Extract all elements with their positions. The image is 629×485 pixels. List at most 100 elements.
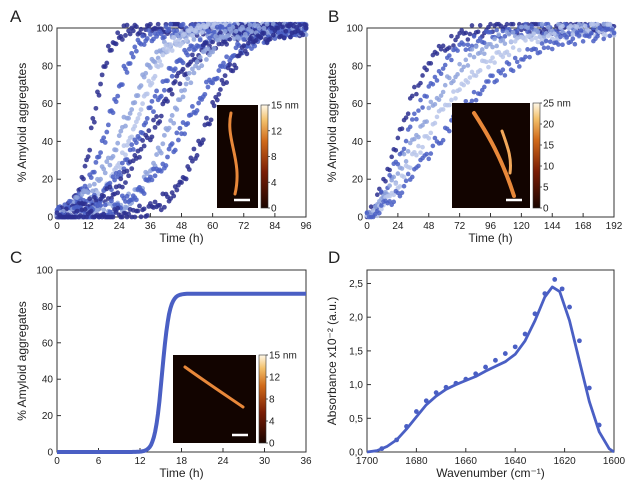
data-point	[194, 59, 200, 65]
data-point	[88, 208, 94, 214]
y-tick-label: 60	[42, 99, 54, 110]
data-point	[98, 150, 103, 155]
data-point	[169, 73, 175, 79]
data-point	[74, 208, 80, 214]
data-point	[436, 97, 442, 103]
y-tick-label: 20	[42, 411, 54, 422]
data-point	[239, 24, 245, 30]
data-point	[169, 48, 175, 53]
data-point	[517, 64, 522, 69]
data-point	[88, 175, 94, 180]
data-point	[93, 105, 99, 111]
data-point	[127, 111, 133, 116]
data-point	[227, 62, 233, 67]
data-point	[535, 29, 541, 35]
data-point	[224, 54, 230, 60]
data-point	[168, 42, 174, 48]
data-point	[191, 37, 197, 42]
x-tick-label: 96	[485, 221, 497, 232]
data-point	[180, 94, 186, 100]
data-point	[189, 103, 195, 109]
data-point	[451, 78, 456, 84]
x-tick-label: 1600	[603, 456, 626, 467]
colorbar-tick-label: 25 nm	[543, 99, 571, 110]
data-point	[123, 152, 128, 158]
data-point	[233, 28, 239, 34]
data-point	[98, 196, 103, 202]
data-point	[582, 23, 588, 29]
data-point	[168, 21, 174, 27]
data-point	[428, 61, 434, 66]
data-point	[447, 102, 452, 108]
data-point	[486, 79, 491, 84]
data-point	[438, 93, 444, 98]
data-point	[132, 214, 138, 220]
data-point	[469, 98, 475, 104]
data-point	[152, 93, 158, 99]
colorbar-tick-label: 12	[271, 126, 283, 137]
data-point	[479, 47, 485, 52]
x-tick-label: 48	[176, 221, 188, 232]
y-tick-label: 80	[42, 61, 54, 72]
data-point	[416, 143, 421, 149]
data-point	[253, 37, 259, 43]
data-point	[537, 49, 543, 55]
data-point	[118, 128, 124, 134]
data-point	[175, 37, 181, 43]
data-point	[409, 93, 415, 99]
data-point	[132, 44, 138, 50]
data-point	[109, 198, 114, 204]
data-point	[558, 34, 563, 40]
data-point	[576, 33, 582, 38]
data-point	[196, 100, 202, 106]
data-point	[488, 58, 493, 64]
x-axis-label: Wavenumber (cm⁻¹)	[436, 466, 545, 480]
data-point	[158, 168, 164, 174]
data-point	[595, 33, 600, 39]
data-point	[221, 60, 226, 66]
data-point	[189, 66, 195, 72]
data-point	[147, 21, 153, 27]
colorbar	[258, 354, 267, 444]
data-point	[180, 66, 186, 72]
data-point	[101, 135, 107, 141]
data-point	[258, 35, 264, 40]
colorbar-tick-label: 10	[543, 162, 555, 173]
data-point	[157, 202, 163, 208]
data-point	[442, 82, 448, 88]
data-point	[161, 34, 167, 40]
data-point	[149, 177, 155, 183]
data-point	[249, 36, 254, 41]
data-point	[241, 43, 247, 49]
data-point	[185, 76, 191, 82]
data-point	[228, 29, 234, 34]
data-point	[484, 59, 489, 65]
data-point	[430, 82, 436, 87]
spectrum-point	[586, 385, 592, 391]
y-tick-label: 40	[42, 137, 54, 148]
panel-d-plot: 1700 1680 1660 1640 1620 1600 0,0 0,5 1,0 1,5 2,0 2…	[325, 269, 626, 480]
data-point	[124, 22, 130, 28]
data-point	[506, 31, 512, 37]
x-tick-label: 0	[54, 456, 60, 467]
fibril-trace	[500, 129, 512, 175]
data-point	[300, 32, 306, 38]
data-point	[166, 26, 172, 32]
data-point	[146, 27, 152, 33]
data-point	[211, 29, 217, 35]
data-point	[440, 89, 446, 95]
data-point	[494, 78, 499, 83]
data-point	[399, 190, 405, 196]
spectrum-point	[404, 423, 409, 429]
y-tick-label: 20	[42, 175, 54, 186]
data-point	[244, 51, 250, 57]
data-point	[589, 30, 594, 36]
data-point	[414, 91, 419, 97]
data-point	[199, 63, 205, 69]
data-point	[158, 150, 164, 156]
afm-image	[217, 105, 258, 208]
data-point	[403, 178, 409, 184]
data-point	[514, 59, 520, 65]
x-tick-label: 1620	[553, 456, 576, 467]
data-point	[130, 28, 136, 34]
